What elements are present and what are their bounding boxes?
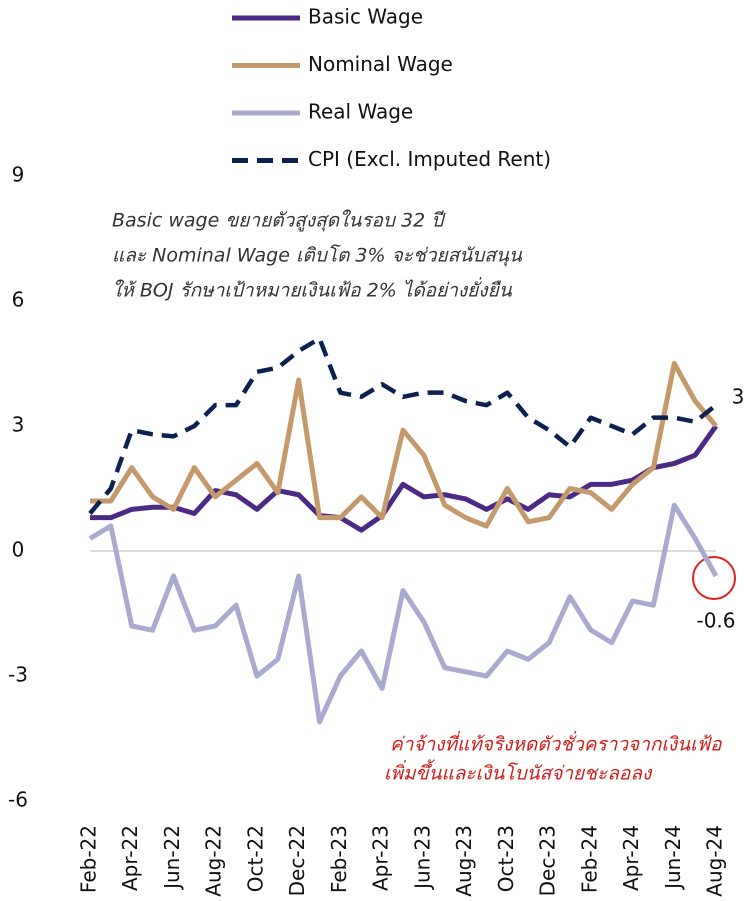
- annotation: และ Nominal Wage เติบโต 3% จะช่วยสนับสนุ…: [112, 244, 523, 267]
- y-tick-label: 6: [12, 288, 25, 312]
- x-tick-label: Apr-23: [369, 825, 393, 891]
- x-tick-label: Feb-24: [577, 825, 601, 893]
- x-tick-label: Apr-24: [619, 825, 643, 891]
- legend-label: Basic Wage: [308, 5, 423, 29]
- legend-label: Nominal Wage: [308, 52, 453, 76]
- annotation: เพิ่มขึ้นและเงินโบนัสจ่ายชะลอลง: [384, 759, 653, 785]
- annotation: ให้ BOJ รักษาเป้าหมายเงินเฟ้อ 2% ได้อย่า…: [112, 277, 513, 302]
- annotation: ค่าจ้างที่แท้จริงหดตัวชั่วคราวจากเงินเฟ้…: [390, 731, 723, 756]
- y-tick-label: 3: [12, 413, 25, 437]
- x-tick-label: Aug-24: [703, 825, 727, 897]
- legend-label: Real Wage: [308, 100, 413, 124]
- y-tick-label: -3: [8, 663, 28, 687]
- series-line: [88, 336, 718, 515]
- data-label: 3: [732, 385, 745, 409]
- series-line: [88, 502, 719, 725]
- x-tick-label: Jun-24: [661, 825, 685, 891]
- x-tick-label: Dec-23: [536, 825, 560, 896]
- series-line: [90, 361, 718, 529]
- x-tick-label: Oct-22: [243, 825, 267, 892]
- y-tick-label: -6: [8, 788, 28, 812]
- x-tick-label: Aug-23: [452, 825, 476, 897]
- x-tick-label: Feb-22: [77, 825, 101, 893]
- series-line: [90, 424, 719, 533]
- y-tick-label: 9: [12, 163, 25, 187]
- annotation: Basic wage ขยายตัวสูงสุดในรอบ 32 ปี: [112, 209, 446, 232]
- x-tick-label: Jun-23: [410, 825, 434, 891]
- x-tick-label: Aug-22: [202, 825, 226, 897]
- x-tick-label: Oct-23: [494, 825, 518, 892]
- highlight-circle: [692, 556, 736, 600]
- x-tick-label: Feb-23: [327, 825, 351, 893]
- legend-label: CPI (Excl. Imputed Rent): [308, 147, 551, 171]
- data-label: -0.6: [696, 609, 735, 633]
- y-tick-label: 0: [12, 538, 25, 562]
- x-tick-label: Jun-22: [160, 825, 184, 891]
- x-tick-label: Dec-22: [285, 825, 309, 896]
- x-tick-label: Apr-22: [118, 825, 142, 891]
